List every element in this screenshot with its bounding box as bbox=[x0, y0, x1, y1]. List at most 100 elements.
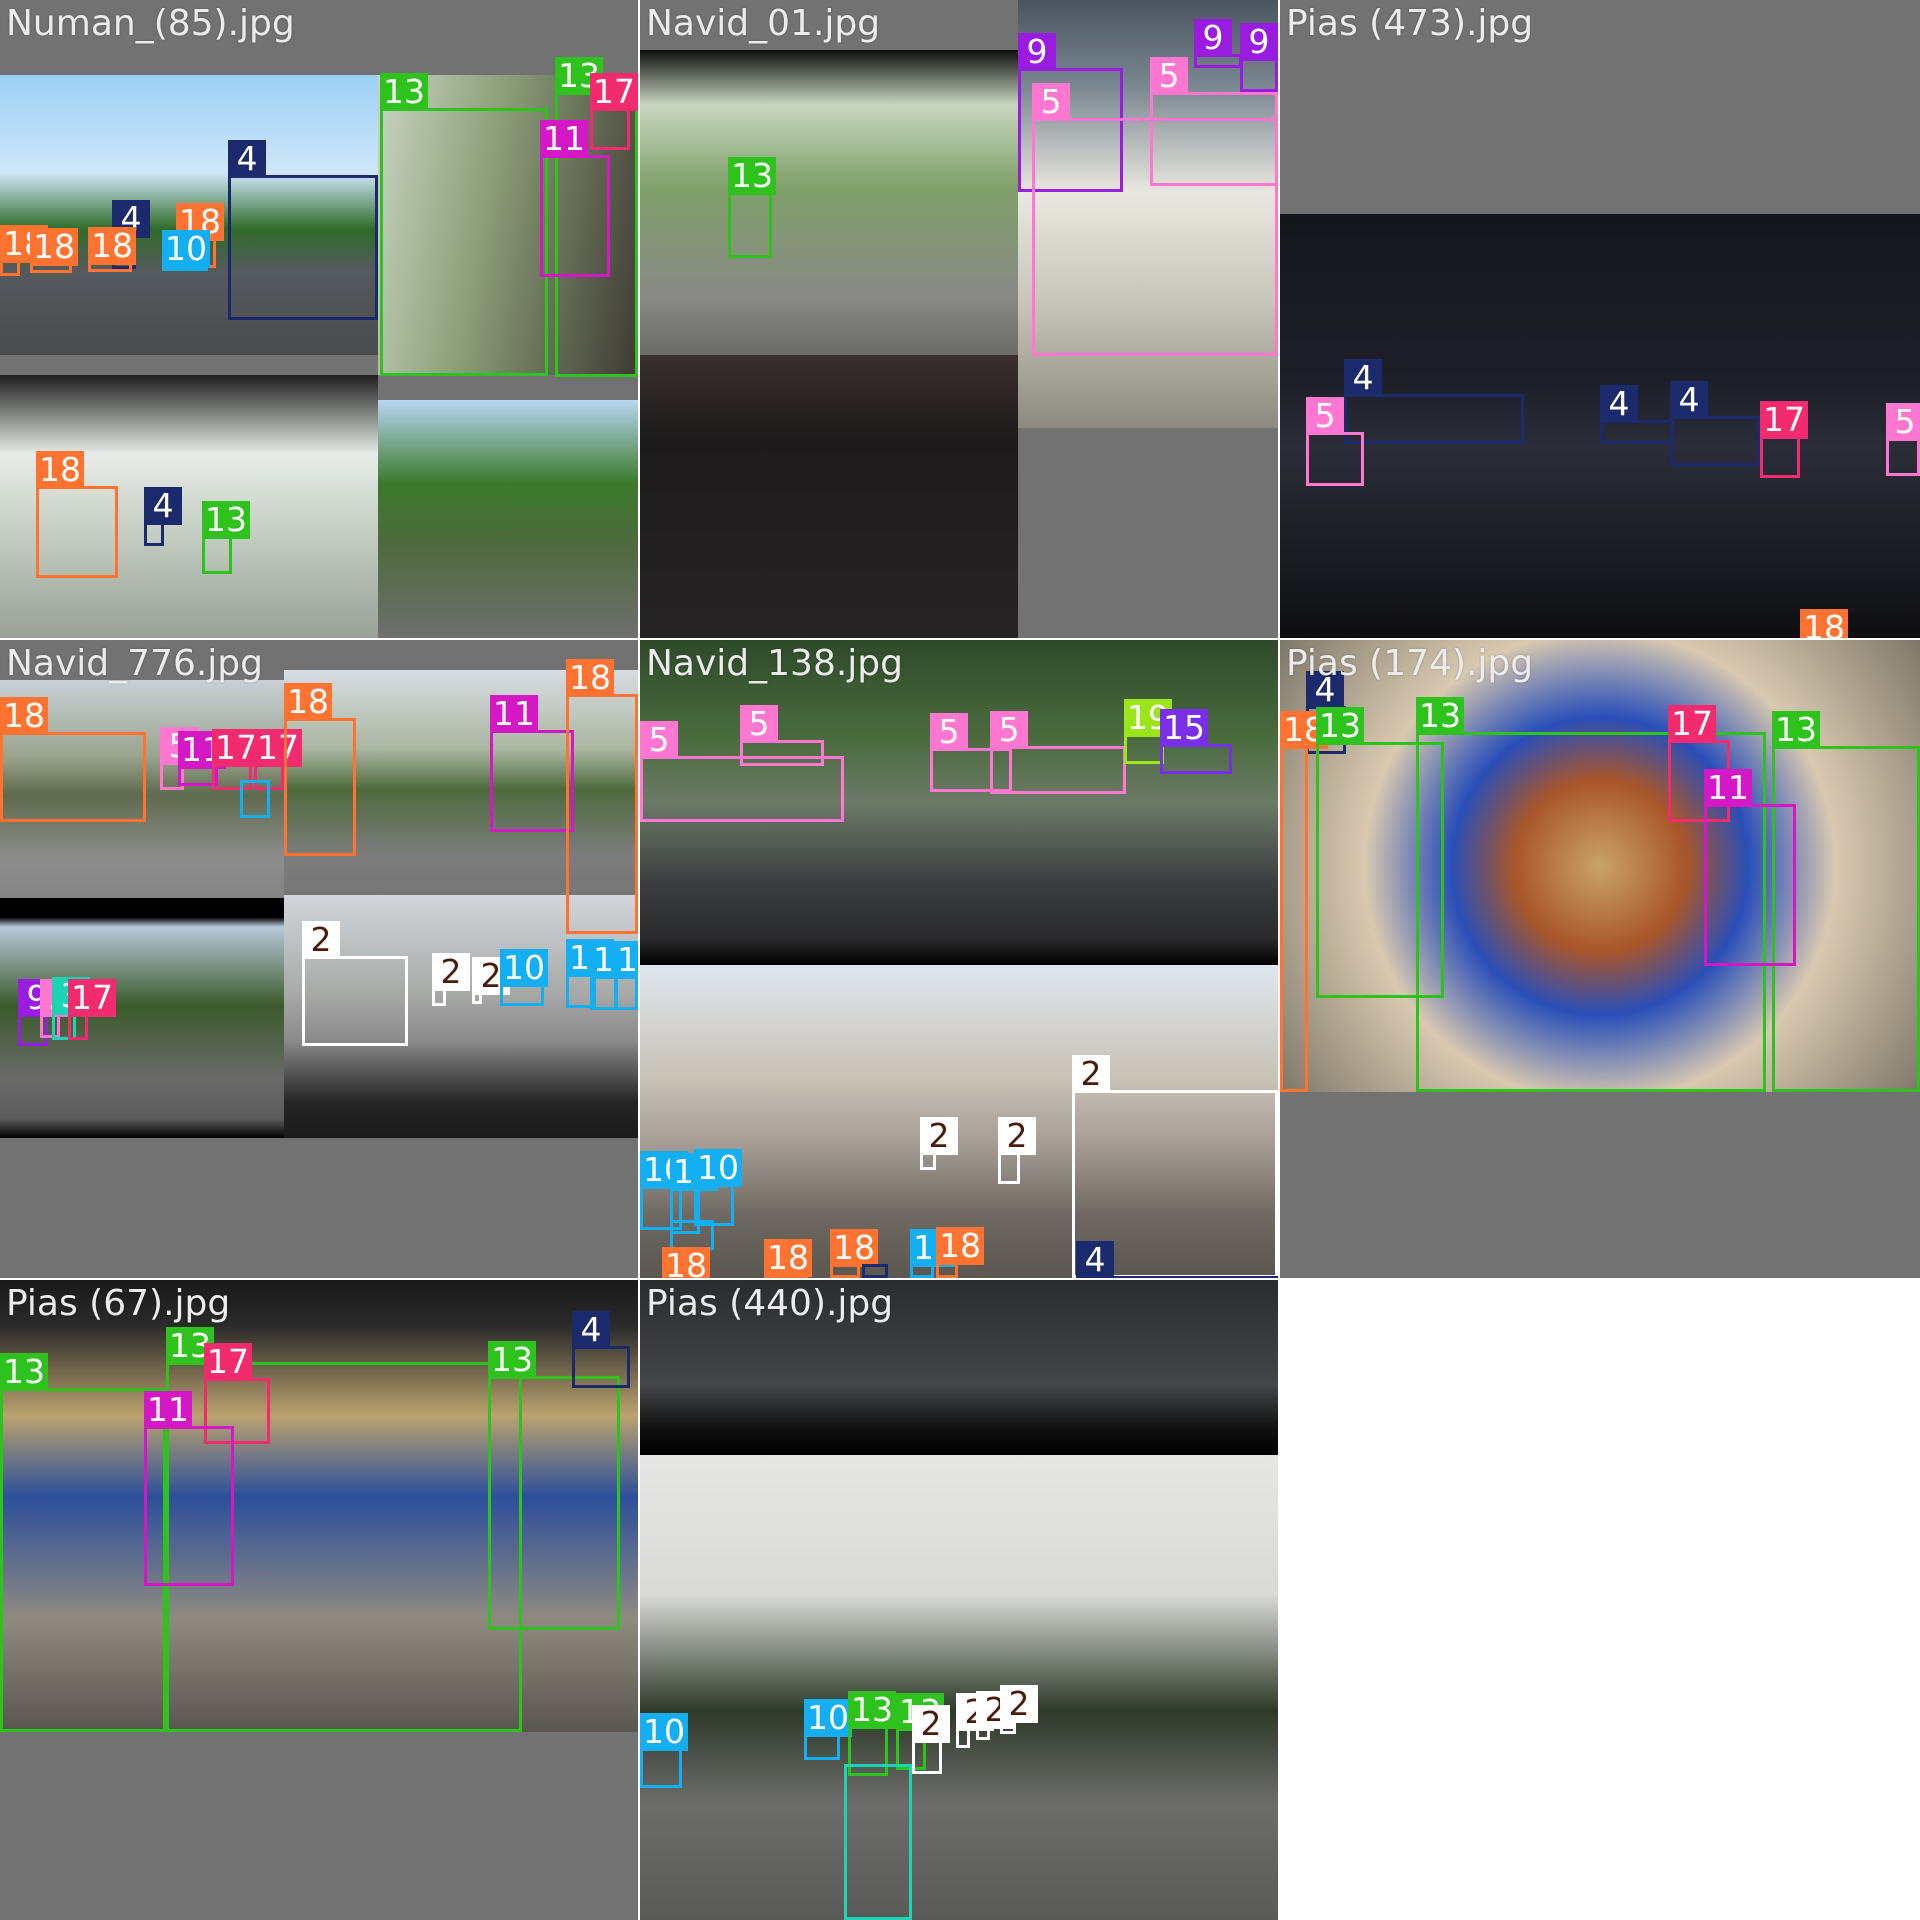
detection-box: 10 bbox=[240, 780, 270, 818]
class-label: 11 bbox=[144, 1391, 192, 1429]
class-label: 11 bbox=[1704, 769, 1752, 807]
detection-box: 2 bbox=[998, 1117, 1036, 1184]
tile-title: Pias (440).jpg bbox=[646, 1283, 894, 1324]
class-label: 9 bbox=[1240, 23, 1278, 61]
class-label: 18 bbox=[936, 1227, 984, 1265]
class-label: 10 bbox=[614, 941, 638, 979]
mosaic-tile: Pias (440).jpg 10 10 13 13 2 2 2 2 bbox=[640, 1280, 1278, 1920]
detection-box: 2 bbox=[432, 953, 470, 1006]
class-label: 17 bbox=[1668, 705, 1716, 743]
mosaic-tile: Pias (174).jpg 4 18 13 13 17 13 11 bbox=[1280, 640, 1920, 1278]
detection-box: 13 bbox=[1416, 697, 1766, 1092]
class-label: 9 bbox=[1194, 19, 1232, 57]
class-label: 4 bbox=[1344, 359, 1382, 397]
detection-box: 13 bbox=[380, 73, 548, 376]
detection-box: 11 bbox=[490, 695, 574, 832]
class-label: 15 bbox=[1160, 709, 1208, 747]
class-label: 5 bbox=[1150, 57, 1188, 95]
class-label: 4 bbox=[144, 487, 182, 525]
detection-box: 17 bbox=[68, 979, 116, 1040]
class-label: 17 bbox=[212, 729, 260, 767]
detection-box: 5 bbox=[930, 713, 1012, 792]
detection-box: 10 bbox=[804, 1699, 852, 1760]
detection-box: 4 bbox=[144, 487, 182, 546]
class-label: 18 bbox=[662, 1247, 710, 1278]
tile-title: Navid_776.jpg bbox=[6, 643, 264, 684]
class-label: 17 bbox=[68, 979, 116, 1017]
detection-box: 2 bbox=[976, 1691, 1014, 1740]
detection-box: 18 bbox=[88, 227, 136, 272]
detection-box: 19 bbox=[1124, 699, 1172, 764]
class-label: 2 bbox=[920, 1117, 958, 1155]
scene-overcast-street bbox=[640, 1455, 1278, 1920]
detection-box: 18 bbox=[830, 1229, 878, 1278]
class-label: 10 bbox=[162, 230, 210, 268]
detection-box: 17 bbox=[204, 1343, 270, 1444]
detection-box: 17 bbox=[254, 729, 302, 790]
detection-box: 2 bbox=[302, 921, 408, 1046]
class-label: 5 bbox=[930, 713, 968, 751]
class-label: 10 bbox=[804, 1699, 852, 1737]
class-label: 13 bbox=[380, 73, 428, 111]
scene-parked-cars bbox=[1018, 0, 1278, 428]
detection-box: 4 bbox=[1076, 1241, 1278, 1278]
detection-box: 2 bbox=[472, 957, 510, 1004]
detection-box: 10 bbox=[640, 1713, 688, 1788]
scene-trucks-road bbox=[284, 670, 638, 935]
class-label: 18 bbox=[1800, 609, 1848, 638]
class-label: 13 bbox=[1316, 707, 1364, 745]
mosaic-tile: Navid_138.jpg 5 5 5 5 19 15 2 10 10 10 1… bbox=[640, 640, 1278, 1278]
mosaic-tile: Pias (67).jpg 13 13 17 11 13 4 bbox=[0, 1280, 638, 1920]
detection-box: 9 bbox=[1240, 23, 1278, 92]
detection-box: 13 bbox=[848, 1691, 896, 1776]
class-label: 17 bbox=[254, 729, 302, 767]
detection-box: 18 bbox=[0, 697, 146, 822]
detection-box bbox=[844, 1764, 912, 1920]
class-label: 4 bbox=[1600, 385, 1638, 423]
detection-box: 17 bbox=[212, 729, 260, 790]
class-label: 17 bbox=[1760, 401, 1808, 439]
class-label: 18 bbox=[830, 1229, 878, 1267]
mosaic-tile: Numan_(85).jpg 4 4 18 18 18 18 10 13 13 … bbox=[0, 0, 638, 638]
detection-box: 11 bbox=[1704, 769, 1796, 966]
detection-box: 5 bbox=[990, 711, 1126, 794]
class-label: 10 bbox=[640, 1713, 688, 1751]
detection-box: 11 bbox=[144, 1391, 234, 1586]
detection-box: 17 bbox=[1760, 401, 1808, 478]
detection-box: 10 bbox=[910, 1229, 958, 1278]
class-label: 13 bbox=[728, 157, 776, 195]
scene-dashboard bbox=[640, 355, 1018, 638]
class-label: 11 bbox=[490, 695, 538, 733]
tile-title: Navid_01.jpg bbox=[646, 3, 881, 44]
class-label: 5 bbox=[1306, 397, 1344, 435]
class-label: 9 bbox=[1018, 33, 1056, 71]
scene-motorcycle-handlebar bbox=[284, 895, 638, 1138]
scene-rural-road bbox=[640, 50, 1018, 355]
class-label: 13 bbox=[0, 1353, 48, 1391]
detection-box: 11 bbox=[540, 120, 610, 277]
empty-cell bbox=[1280, 1280, 1920, 1920]
detection-box: 13 bbox=[1772, 711, 1920, 1092]
detection-box: 4 bbox=[572, 1311, 630, 1388]
detection-box: 18 bbox=[284, 683, 356, 856]
class-label: 13 bbox=[1772, 711, 1820, 749]
class-label: 5 bbox=[1886, 403, 1920, 441]
mosaic-tile: Navid_01.jpg 13 9 9 9 5 5 5 bbox=[640, 0, 1278, 638]
detection-box: 4 bbox=[1344, 359, 1524, 444]
detection-box: 18 bbox=[936, 1227, 984, 1278]
detection-box: 18 bbox=[36, 451, 118, 578]
detection-box: 4 bbox=[862, 1264, 888, 1278]
detection-box: 2 bbox=[1000, 1685, 1038, 1734]
class-label: 13 bbox=[488, 1341, 536, 1379]
detection-box: 13 bbox=[488, 1341, 620, 1630]
tile-title: Numan_(85).jpg bbox=[6, 3, 295, 44]
class-label: 2 bbox=[998, 1117, 1036, 1155]
class-label: 2 bbox=[1000, 1685, 1038, 1723]
class-label: 13 bbox=[1416, 697, 1464, 735]
detection-box: 4 bbox=[228, 140, 378, 320]
detection-box: 13 bbox=[202, 501, 250, 574]
detection-box: 10 bbox=[694, 1149, 742, 1226]
class-label: 5 bbox=[990, 711, 1028, 749]
scene-divided-road bbox=[640, 640, 1278, 965]
